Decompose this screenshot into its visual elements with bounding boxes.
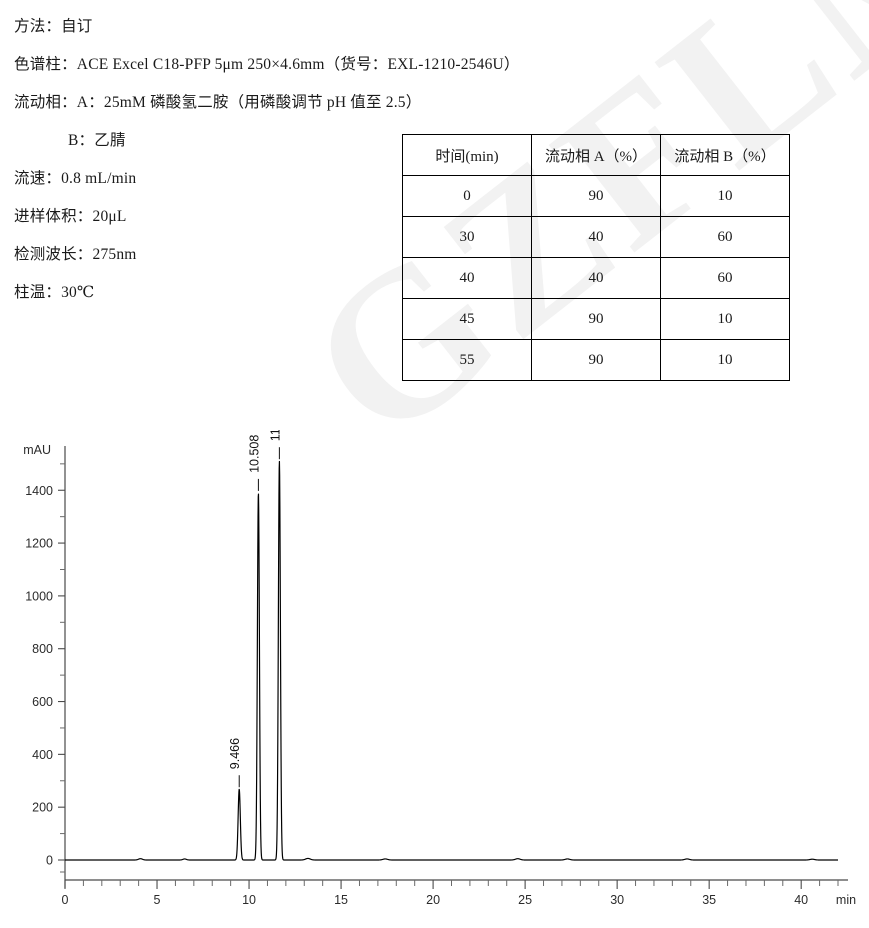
peak-label-10.508: 10.508 (247, 435, 261, 473)
y-axis-tick-label-1400: 1400 (25, 484, 53, 498)
table-cell-r0-c1: 90 (531, 175, 661, 217)
method-line-1: 色谱柱：ACE Excel C18-PFP 5μm 250×4.6mm（货号：E… (14, 56, 520, 73)
table-row: 45 90 10 (402, 298, 790, 340)
table-cell-r0-c0: 0 (402, 175, 532, 217)
x-axis-tick-label-15: 15 (334, 893, 348, 907)
x-axis-tick-label-40: 40 (794, 893, 808, 907)
table-cell-r3-c2: 10 (660, 298, 790, 340)
table-column-header-0: 时间(min) (402, 134, 532, 176)
table-header-row: 时间(min) 流动相 A（%） 流动相 B（%） (402, 134, 790, 176)
table-cell-r1-c1: 40 (531, 216, 661, 258)
table-cell-r1-c0: 30 (402, 216, 532, 258)
table-cell-r0-c2: 10 (660, 175, 790, 217)
table-cell-r4-c1: 90 (531, 339, 661, 381)
y-axis-title: mAU (23, 443, 51, 457)
x-axis-tick-label-0: 0 (62, 893, 69, 907)
table-cell-r2-c1: 40 (531, 257, 661, 299)
gradient-program-table: 时间(min) 流动相 A（%） 流动相 B（%） 0 90 10 30 40 60 40 40 6… (402, 134, 790, 381)
table-cell-r3-c1: 90 (531, 298, 661, 340)
method-line-3: B：乙腈 (68, 132, 126, 149)
table-column-header-1: 流动相 A（%） (531, 134, 661, 176)
x-axis-tick-label-20: 20 (426, 893, 440, 907)
method-line-7: 柱温：30℃ (14, 284, 95, 301)
peak-label-9.466: 9.466 (228, 738, 242, 769)
table-cell-r4-c0: 55 (402, 339, 532, 381)
table-column-header-2: 流动相 B（%） (660, 134, 790, 176)
method-line-5: 进样体积：20μL (14, 208, 127, 225)
x-axis-tick-label-5: 5 (154, 893, 161, 907)
method-line-4: 流速：0.8 mL/min (14, 170, 137, 187)
y-axis-tick-label-200: 200 (32, 801, 53, 815)
method-parameters-block: 方法：自订色谱柱：ACE Excel C18-PFP 5μm 250×4.6mm… (14, 8, 654, 312)
chromatogram-trace (64, 460, 839, 861)
y-axis-tick-label-1200: 1200 (25, 537, 53, 551)
x-axis-tick-label-30: 30 (610, 893, 624, 907)
x-axis-title: min (836, 893, 856, 907)
y-axis-tick-label-0: 0 (46, 854, 53, 868)
table-row: 0 90 10 (402, 175, 790, 217)
table-row: 30 40 60 (402, 216, 790, 258)
chromatogram-plot: 0 200 400 600 800 1000 1200 1400 mAU 0 5 10 15 20 25 30… (0, 430, 869, 928)
table-cell-r4-c2: 10 (660, 339, 790, 381)
method-line-6: 检测波长：275nm (14, 246, 137, 263)
x-axis-tick-label-10: 10 (242, 893, 256, 907)
y-axis-tick-label-600: 600 (32, 695, 53, 709)
x-axis-tick-label-35: 35 (702, 893, 716, 907)
peak-label-11.648: 11.648 (268, 430, 282, 441)
table-cell-r3-c0: 45 (402, 298, 532, 340)
table-row: 55 90 10 (402, 339, 790, 381)
y-axis-tick-label-800: 800 (32, 642, 53, 656)
chromatogram-svg: 0 200 400 600 800 1000 1200 1400 mAU 0 5 10 15 20 25 30… (23, 430, 856, 907)
method-line-0: 方法：自订 (14, 18, 93, 35)
x-axis-tick-label-25: 25 (518, 893, 532, 907)
table-row: 40 40 60 (402, 257, 790, 299)
y-axis-tick-label-400: 400 (32, 748, 53, 762)
table-cell-r2-c2: 60 (660, 257, 790, 299)
y-axis-tick-label-1000: 1000 (25, 589, 53, 603)
table-cell-r2-c0: 40 (402, 257, 532, 299)
method-line-2: 流动相：A：25mM 磷酸氢二胺（用磷酸调节 pH 值至 2.5） (14, 94, 422, 111)
table-cell-r1-c2: 60 (660, 216, 790, 258)
